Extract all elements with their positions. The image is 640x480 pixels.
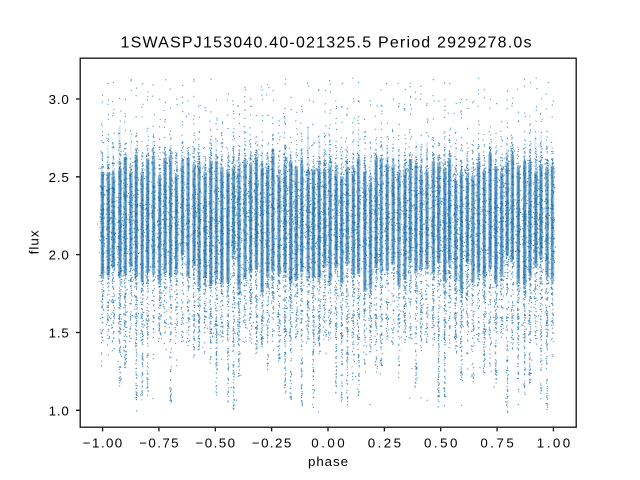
- svg-text:2.0: 2.0: [49, 248, 69, 263]
- svg-text:1.0: 1.0: [49, 403, 69, 418]
- svg-text:phase: phase: [308, 454, 348, 469]
- svg-text:−0.25: −0.25: [252, 436, 291, 451]
- svg-text:0.25: 0.25: [368, 436, 401, 451]
- svg-text:0.00: 0.00: [311, 436, 344, 451]
- svg-text:0.50: 0.50: [424, 436, 457, 451]
- svg-text:0.75: 0.75: [480, 436, 513, 451]
- svg-text:1.00: 1.00: [537, 436, 570, 451]
- svg-text:2.5: 2.5: [49, 170, 69, 185]
- svg-text:−0.75: −0.75: [139, 436, 178, 451]
- svg-text:flux: flux: [27, 230, 42, 254]
- svg-text:−0.50: −0.50: [196, 436, 235, 451]
- svg-text:−1.00: −1.00: [83, 436, 122, 451]
- svg-text:3.0: 3.0: [49, 92, 69, 107]
- svg-text:1SWASPJ153040.40-021325.5 Peri: 1SWASPJ153040.40-021325.5 Period 2929278…: [121, 35, 532, 52]
- svg-text:1.5: 1.5: [49, 326, 69, 341]
